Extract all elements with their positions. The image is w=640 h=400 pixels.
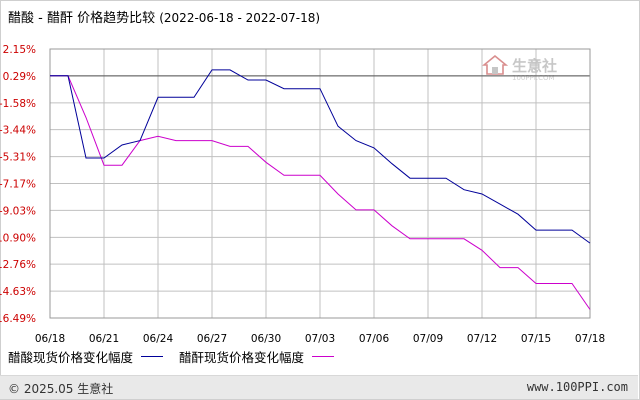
x-tick-label: 07/09: [413, 333, 443, 345]
y-tick-label: -5.31%: [0, 152, 36, 164]
footer-site-link[interactable]: www.100PPI.com: [526, 380, 628, 394]
x-tick-label: 06/18: [35, 333, 65, 345]
legend: 醋酸现货价格变化幅度 醋酐现货价格变化幅度: [8, 347, 350, 366]
y-tick-label: -1.58%: [0, 98, 36, 110]
footer-copyright: © 2025.05 生意社: [8, 382, 114, 396]
y-tick-label: -12.76%: [0, 259, 36, 271]
legend-item-series-1: 醋酸现货价格变化幅度: [8, 347, 164, 366]
chart-title: 醋酸 - 醋酐 价格趋势比较 (2022-06-18 - 2022-07-18): [8, 7, 320, 26]
legend-item-series-2: 醋酐现货价格变化幅度: [179, 347, 335, 366]
legend-swatch-series-1: [141, 356, 164, 357]
y-tick-label: -14.63%: [0, 286, 36, 298]
title-text: 醋酸 - 醋酐 价格趋势比较: [8, 11, 156, 26]
x-tick-label: 07/03: [305, 333, 335, 345]
y-tick-label: -16.49%: [0, 313, 36, 325]
title-date-range: (2022-06-18 - 2022-07-18): [159, 11, 321, 25]
y-tick-label: 2.15%: [3, 44, 36, 56]
y-tick-label: -10.90%: [0, 232, 36, 244]
house-icon: [482, 54, 508, 75]
x-tick-label: 07/12: [467, 333, 497, 345]
y-tick-label: -7.17%: [0, 179, 36, 191]
x-tick-label: 06/21: [89, 333, 119, 345]
series-line-1: [50, 69, 591, 244]
x-tick-label: 06/30: [251, 333, 281, 345]
x-tick-label: 07/06: [359, 333, 390, 345]
y-tick-label: 0.29%: [3, 71, 36, 83]
x-tick-label: 06/27: [197, 333, 227, 345]
watermark-sub: 100PPI.COM: [512, 74, 555, 82]
legend-swatch-series-2: [312, 356, 335, 357]
watermark-logo: 生意社 100PPI.COM: [482, 54, 558, 82]
y-tick-label: -9.03%: [0, 205, 36, 217]
watermark-brand: 生意社: [512, 56, 558, 75]
legend-label-series-1: 醋酸现货价格变化幅度: [8, 350, 134, 365]
legend-label-series-2: 醋酐现货价格变化幅度: [179, 350, 305, 365]
x-tick-label: 07/18: [575, 333, 605, 345]
x-tick-label: 06/24: [143, 333, 174, 345]
plot-area-border: [49, 48, 591, 319]
y-tick-label: -3.44%: [0, 125, 36, 137]
footer-bar: © 2025.05 生意社 www.100PPI.com: [0, 375, 638, 399]
x-tick-label: 07/15: [521, 333, 551, 345]
